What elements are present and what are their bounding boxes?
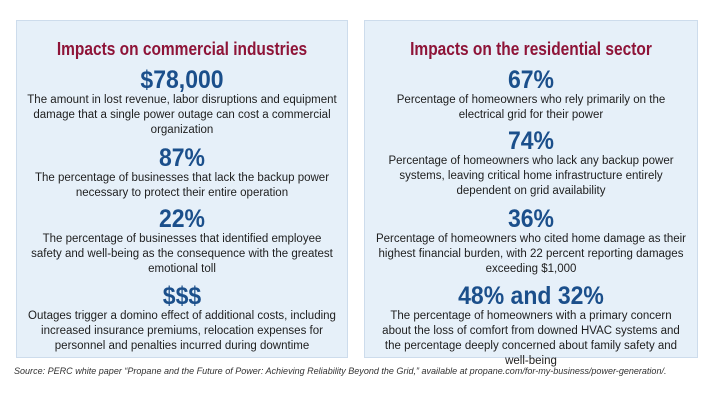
source-note: Source: PERC white paper “Propane and th…: [14, 366, 667, 377]
residential-title: Impacts on the residential sector: [410, 39, 652, 59]
stat-description: Percentage of homeowners who cited home …: [375, 233, 687, 275]
commercial-stat-2: 87% The percentage of businesses that la…: [17, 145, 347, 201]
commercial-panel: Impacts on commercial industries $78,000…: [16, 20, 348, 358]
residential-stat-2: 74% Percentage of homeowners who lack an…: [365, 128, 697, 199]
stat-value: 67%: [507, 66, 555, 94]
residential-stat-4: 48% and 32% The percentage of homeowners…: [365, 283, 697, 369]
stat-description: Percentage of homeowners who lack any ba…: [388, 155, 674, 197]
commercial-title: Impacts on commercial industries: [56, 39, 308, 59]
residential-stat-1: 67% Percentage of homeowners who rely pr…: [365, 67, 697, 123]
stat-value: 48% and 32%: [458, 282, 604, 310]
commercial-stat-4: $$$ Outages trigger a domino effect of a…: [17, 283, 347, 354]
stat-value: 22%: [158, 205, 206, 233]
stat-value: 87%: [158, 144, 206, 172]
stat-description: The amount in lost revenue, labor disrup…: [27, 94, 337, 136]
stat-value: $78,000: [140, 66, 224, 94]
stat-value: 74%: [507, 127, 555, 155]
stat-description: Percentage of homeowners who rely primar…: [396, 94, 666, 121]
stat-value: $$$: [162, 282, 202, 310]
stat-value: 36%: [507, 205, 555, 233]
residential-panel: Impacts on the residential sector 67% Pe…: [364, 20, 698, 367]
commercial-stat-3: 22% The percentage of businesses that id…: [17, 206, 347, 277]
stat-description: The percentage of businesses that identi…: [31, 233, 333, 275]
stat-description: Outages trigger a domino effect of addit…: [28, 310, 336, 352]
residential-stat-3: 36% Percentage of homeowners who cited h…: [365, 206, 697, 277]
stat-description: The percentage of businesses that lack t…: [34, 172, 330, 199]
commercial-stat-1: $78,000 The amount in lost revenue, labo…: [17, 67, 347, 138]
stat-description: The percentage of homeowners with a prim…: [382, 310, 680, 367]
